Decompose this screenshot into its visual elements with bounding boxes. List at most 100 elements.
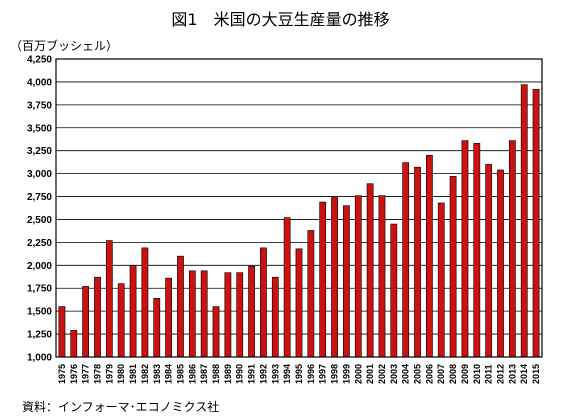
bar-1999 [343, 205, 350, 358]
bar-2000 [354, 195, 362, 358]
x-tick-label: 1982 [140, 364, 150, 384]
x-tick-label: 1993 [270, 364, 280, 384]
bar-2011 [485, 164, 493, 358]
x-tick-label: 1986 [187, 364, 197, 384]
bar-1978 [94, 276, 101, 358]
x-tick-label: 2000 [353, 364, 363, 384]
bar-1975 [58, 306, 66, 358]
bar-1994 [283, 217, 291, 358]
x-tick-label: 1975 [57, 364, 67, 384]
x-tick-label: 2014 [519, 364, 529, 384]
y-tick-label: 2,250 [27, 238, 52, 249]
x-tick-label: 1979 [104, 364, 114, 384]
y-tick-label: 1,000 [27, 353, 52, 364]
bar-1998 [331, 197, 338, 358]
bar-1992 [260, 247, 267, 358]
x-tick-label: 1976 [69, 364, 79, 384]
bar-1997 [319, 201, 327, 358]
x-tick-label: 2005 [413, 364, 423, 384]
x-tick-label: 1997 [318, 364, 328, 384]
x-tick-label: 2002 [377, 364, 387, 384]
bar-2006 [426, 154, 433, 358]
x-tick-label: 2006 [424, 364, 434, 384]
x-tick-label: 1988 [211, 364, 221, 384]
bar-2008 [449, 176, 457, 358]
bar-1976 [70, 330, 78, 358]
chart-title: 図1 米国の大豆生産量の推移 [171, 10, 390, 29]
bar-2014 [520, 84, 528, 358]
bar-2001 [366, 183, 374, 358]
bar-1987 [200, 270, 208, 358]
x-tick-label: 1985 [175, 364, 185, 384]
x-tick-label: 1983 [152, 364, 162, 384]
y-tick-label: 1,500 [27, 307, 52, 318]
x-tick-labels: 1975 1976 1977 1978 1979 1980 1981 1982 1983 1984… [57, 364, 541, 384]
x-tick-label: 1978 [92, 364, 102, 384]
y-tick-label: 2,750 [27, 192, 52, 203]
x-tick-label: 1991 [247, 364, 257, 384]
bar-1993 [271, 276, 279, 358]
bar-1980 [117, 283, 125, 358]
x-tick-label: 2003 [389, 364, 399, 384]
y-tick-label: 4,000 [27, 77, 52, 88]
x-tick-label: 1981 [128, 364, 138, 384]
bar-2004 [402, 162, 410, 358]
bar-1981 [129, 265, 137, 358]
bar-1996 [307, 230, 315, 358]
x-tick-label: 2009 [460, 364, 470, 384]
plot-frame [55, 58, 543, 358]
x-tick-label: 2011 [484, 364, 494, 384]
bar-1995 [295, 248, 303, 358]
x-tick-label: 2008 [448, 364, 458, 384]
x-tick-label: 1996 [306, 364, 316, 384]
x-tick-label: 1987 [199, 364, 209, 384]
y-tick-labels: 1,000 1,250 1,500 1,750 2,000 2,250 2,500 2,750… [27, 55, 52, 364]
y-tick-label: 1,750 [27, 284, 52, 295]
y-tick-label: 2,500 [27, 215, 52, 226]
bar-1988 [212, 306, 220, 358]
y-tick-label: 3,750 [27, 100, 52, 111]
bar-2015 [532, 88, 540, 358]
bar-1990 [236, 272, 244, 358]
x-tick-label: 2004 [401, 364, 411, 384]
x-tick-label: 1984 [164, 364, 174, 384]
bar-1985 [177, 255, 184, 358]
x-tick-label: 1980 [116, 364, 126, 384]
source-note: 資料：インフォーマ･エコノミクス社 [22, 400, 220, 414]
y-axis-unit-label: （百万ブッシェル） [10, 39, 119, 53]
bar-1977 [82, 286, 90, 358]
x-tick-label: 2015 [531, 364, 541, 384]
y-tick-label: 3,250 [27, 146, 52, 157]
bar-2007 [437, 202, 445, 358]
x-tick-label: 2007 [436, 364, 446, 384]
x-tick-label: 2012 [496, 364, 506, 384]
bar-2003 [390, 223, 398, 358]
x-tick-label: 1989 [223, 364, 233, 384]
bar-2009 [461, 140, 469, 358]
bar-1984 [165, 277, 172, 358]
bar-1991 [248, 265, 255, 358]
bar-2005 [414, 166, 421, 358]
x-tick-label: 1990 [235, 364, 245, 384]
bar-2010 [473, 143, 481, 358]
x-tick-label: 1999 [341, 364, 351, 384]
bars [58, 84, 540, 358]
x-tick-label: 1994 [282, 364, 292, 384]
bar-1979 [105, 240, 113, 358]
y-tick-label: 3,500 [27, 123, 52, 134]
x-tick-label: 1995 [294, 364, 304, 384]
bar-1989 [224, 272, 232, 358]
x-tick-label: 1998 [330, 364, 340, 384]
y-tick-label: 3,000 [27, 169, 52, 180]
bar-1983 [153, 298, 161, 358]
y-tick-label: 2,000 [27, 261, 52, 272]
x-tick-label: 1992 [258, 364, 268, 384]
bar-2002 [378, 195, 386, 358]
x-tick-label: 2001 [365, 364, 375, 384]
bar-2013 [508, 140, 516, 358]
bar-1986 [188, 270, 196, 358]
y-tick-label: 4,250 [27, 55, 52, 66]
bar-1982 [141, 247, 149, 358]
x-tick-label: 2013 [507, 364, 517, 384]
